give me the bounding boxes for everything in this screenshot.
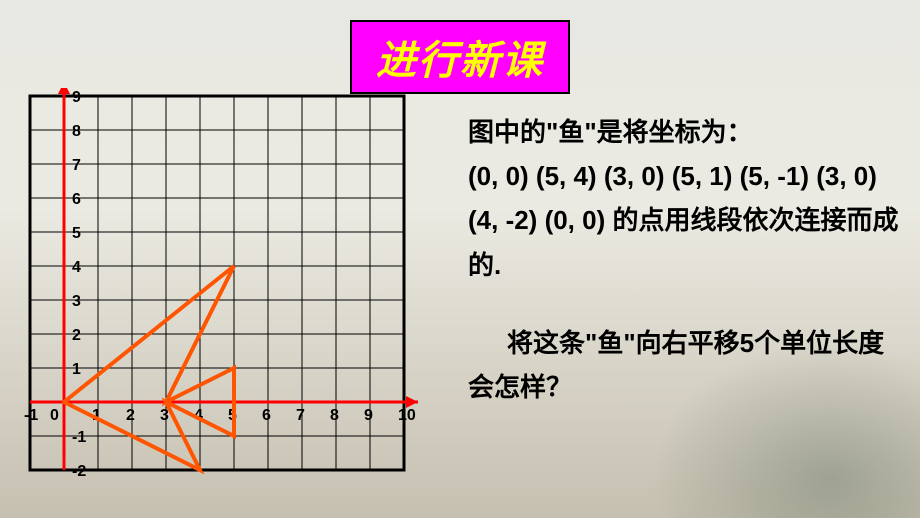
svg-text:1: 1	[72, 361, 81, 378]
svg-text:6: 6	[262, 407, 271, 424]
chart-svg: -112345678910-2-11234567890	[10, 88, 450, 508]
svg-text:9: 9	[364, 407, 373, 424]
svg-text:10: 10	[398, 407, 416, 424]
slide-title: 进行新课	[376, 38, 544, 83]
svg-text:9: 9	[72, 89, 81, 106]
svg-text:2: 2	[126, 407, 135, 424]
svg-text:3: 3	[72, 293, 81, 310]
paragraph-2: 将这条"鱼"向右平移5个单位长度会怎样？	[468, 321, 908, 409]
svg-text:7: 7	[72, 157, 81, 174]
svg-text:4: 4	[72, 259, 81, 276]
slide-title-box: 进行新课	[350, 20, 570, 94]
body-text: 图中的"鱼"是将坐标为： (0, 0) (5, 4) (3, 0) (5, 1)…	[468, 110, 908, 409]
svg-text:8: 8	[330, 407, 339, 424]
svg-text:-1: -1	[72, 429, 86, 446]
paragraph-1: 图中的"鱼"是将坐标为： (0, 0) (5, 4) (3, 0) (5, 1)…	[468, 110, 908, 287]
svg-text:0: 0	[50, 407, 59, 424]
para1-line1: 图中的"鱼"是将坐标为：	[468, 117, 753, 147]
svg-text:8: 8	[72, 123, 81, 140]
svg-text:6: 6	[72, 191, 81, 208]
coordinate-chart: -112345678910-2-11234567890	[10, 88, 450, 508]
svg-text:-1: -1	[24, 407, 38, 424]
svg-text:-2: -2	[72, 463, 86, 480]
para1-line2: (0, 0) (5, 4) (3, 0) (5, 1) (5, -1) (3, …	[468, 161, 898, 279]
svg-text:2: 2	[72, 327, 81, 344]
svg-text:7: 7	[296, 407, 305, 424]
svg-text:5: 5	[72, 225, 81, 242]
